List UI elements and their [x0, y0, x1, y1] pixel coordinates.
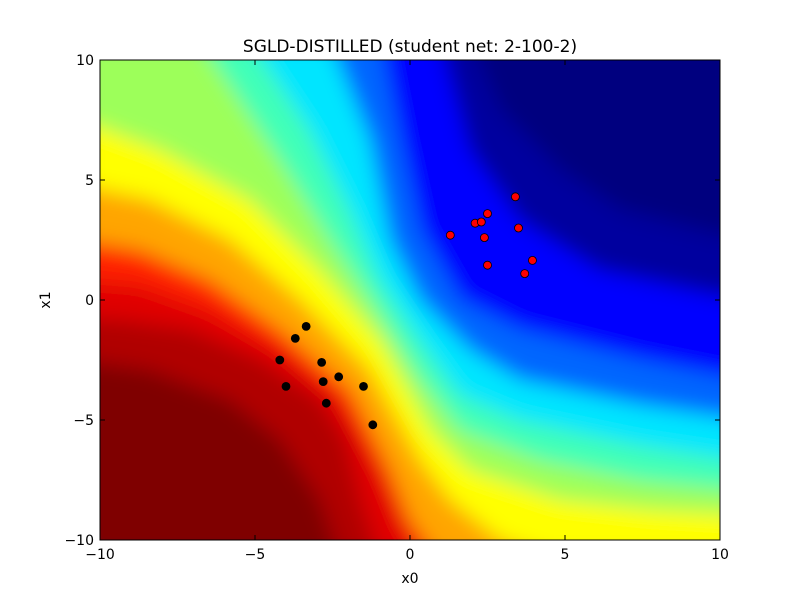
x-tick-label-0: −10 — [85, 547, 115, 563]
scatter-point-series0-7 — [514, 223, 523, 233]
axis-ticks: −10 −5 0 5 10 −10 −5 0 5 10 — [64, 53, 728, 563]
scatter-point-series1-7 — [321, 398, 331, 408]
scatter-point-series0-6 — [511, 192, 520, 202]
scatter-point-series0-3 — [483, 209, 492, 219]
scatter-point-series1-5 — [318, 377, 328, 387]
scatter-point-series1-0 — [301, 321, 311, 331]
scatter-point-series1-4 — [317, 357, 327, 367]
y-tick-label-4: 10 — [76, 53, 94, 69]
y-axis-label: x1 — [38, 291, 54, 308]
scatter-point-series1-6 — [334, 372, 344, 382]
scatter-point-series0-8 — [520, 269, 530, 279]
scatter-point-series1-8 — [359, 381, 368, 391]
x-tick-label-4: 10 — [711, 547, 729, 563]
scatter-point-series0-0 — [445, 230, 455, 240]
contour-background — [100, 60, 720, 540]
scatter-point-series1-2 — [275, 355, 285, 365]
scatter-point-series1-1 — [290, 333, 300, 343]
scatter-point-series0-4 — [479, 233, 489, 243]
x-tick-label-3: 5 — [561, 547, 570, 563]
scatter-point-series0-5 — [483, 260, 492, 270]
scatter-point-series0-2 — [476, 217, 486, 227]
chart-title: SGLD-DISTILLED (student net: 2-100-2) — [243, 37, 577, 57]
x-axis-label: x0 — [401, 571, 418, 587]
scatter-points — [275, 192, 537, 430]
scatter-point-series1-3 — [281, 381, 291, 391]
y-tick-label-3: 5 — [85, 173, 94, 189]
scatter-point-series0-9 — [528, 255, 537, 265]
x-tick-label-1: −5 — [245, 547, 266, 563]
y-tick-label-0: −10 — [64, 533, 94, 549]
x-tick-label-2: 0 — [406, 547, 415, 563]
y-tick-label-1: −5 — [73, 413, 94, 429]
scatter-point-series1-9 — [368, 420, 378, 430]
y-tick-label-2: 0 — [85, 293, 94, 309]
